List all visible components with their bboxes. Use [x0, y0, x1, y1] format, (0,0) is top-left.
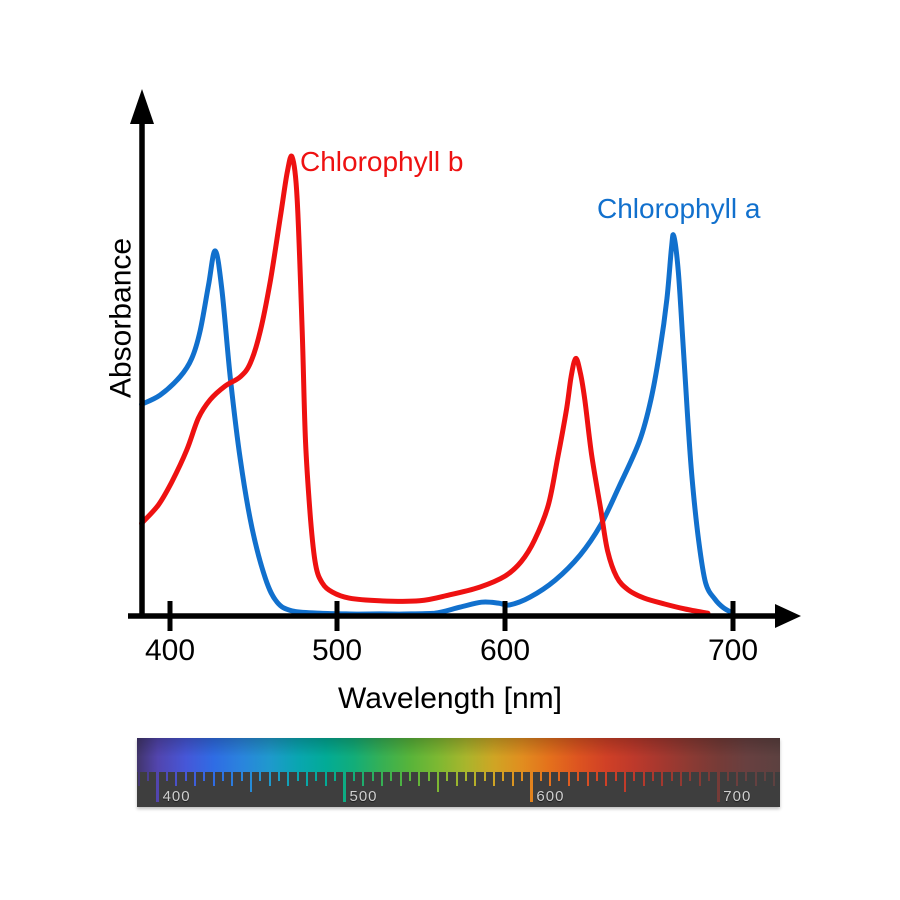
ruler-tick: [371, 772, 374, 781]
spectrum-gradient: [137, 738, 780, 772]
ruler-tick: [436, 772, 439, 792]
ruler-tick: [605, 772, 608, 786]
ruler-tick: [558, 772, 561, 781]
ruler-tick: [614, 772, 617, 781]
ruler-tick: [380, 772, 383, 786]
ruler-tick: [287, 772, 290, 786]
ruler-tick: [334, 772, 337, 781]
ruler-tick: [577, 772, 580, 781]
ruler-tick: [362, 772, 365, 786]
ruler-tick: [549, 772, 552, 786]
ruler-tick: [736, 772, 738, 786]
ruler-tick: [708, 772, 710, 781]
ruler-label: 400: [162, 788, 191, 805]
ruler-tick: [137, 772, 140, 786]
ruler-tick: [651, 772, 654, 781]
ruler-tick: [586, 772, 589, 786]
ruler-tick: [455, 772, 458, 786]
y-axis-arrowhead: [130, 89, 154, 124]
ruler-tick: [698, 772, 701, 786]
ruler-label: 500: [349, 788, 378, 805]
ruler-tick: [502, 772, 505, 781]
ruler-tick: [250, 772, 252, 792]
ruler-tick: [764, 772, 766, 781]
ruler-tick: [623, 772, 626, 792]
ruler-tick: [493, 772, 495, 786]
ruler-label: 700: [723, 788, 752, 805]
ruler-tick: [661, 772, 664, 786]
x-tick-label-600: 600: [480, 634, 530, 667]
ruler-tick: [408, 772, 411, 781]
spectrum-gradient-shade: [137, 738, 780, 772]
ruler-tick: [483, 772, 486, 781]
ruler-major-tick: [156, 772, 160, 802]
ruler-label: 600: [536, 788, 565, 805]
ruler-tick: [689, 772, 692, 781]
ruler-tick: [465, 772, 467, 781]
ruler-tick: [231, 772, 234, 786]
ruler-tick: [193, 772, 196, 786]
ruler-tick: [642, 772, 645, 786]
spectrum-bar: 400 500 600 700: [137, 738, 780, 807]
ruler-tick: [399, 772, 402, 786]
ruler-tick: [670, 772, 673, 781]
ruler-tick: [567, 772, 570, 786]
ruler-tick: [175, 772, 178, 786]
x-tick-label-400: 400: [145, 634, 195, 667]
chlorophyll-a-curve: [139, 232, 736, 617]
x-axis-arrowhead: [775, 604, 801, 628]
ruler-tick: [147, 772, 150, 781]
ruler-tick: [773, 772, 776, 786]
ruler-tick: [418, 772, 421, 786]
ruler-tick: [222, 772, 224, 781]
ruler-tick: [539, 772, 542, 781]
ruler-major-tick: [529, 772, 533, 802]
ruler-tick: [324, 772, 327, 786]
x-axis-title: Wavelength [nm]: [338, 682, 562, 715]
ruler-tick: [268, 772, 271, 786]
ruler-major-tick: [343, 772, 346, 802]
ruler-tick: [352, 772, 355, 781]
ruler-tick: [521, 772, 524, 781]
ruler-tick: [165, 772, 168, 781]
ruler-tick: [240, 772, 243, 781]
ruler-tick: [595, 772, 598, 781]
ruler-major-tick: [716, 772, 720, 802]
absorbance-chart: 400 500 600 700 Wavelength [nm] Absorban…: [105, 89, 801, 715]
ruler-tick: [511, 772, 514, 786]
ruler-tick: [184, 772, 187, 781]
ruler-tick: [679, 772, 682, 786]
ruler-tick: [427, 772, 430, 781]
ruler-tick: [212, 772, 215, 786]
ruler-tick: [633, 772, 636, 781]
ruler-tick: [390, 772, 393, 781]
ruler-tick: [306, 772, 309, 786]
x-tick-label-500: 500: [312, 634, 362, 667]
chlorophyll-b-label: Chlorophyll b: [300, 146, 463, 177]
ruler-tick: [754, 772, 757, 786]
chlorophyll-b-curve: [139, 153, 711, 616]
ruler-tick: [726, 772, 729, 781]
ruler-tick: [259, 772, 262, 781]
ruler-tick: [278, 772, 281, 781]
x-tick-label-700: 700: [708, 634, 758, 667]
ruler-tick: [203, 772, 206, 781]
ruler-tick: [474, 772, 477, 786]
ruler-tick: [315, 772, 318, 781]
chlorophyll-a-label: Chlorophyll a: [597, 193, 761, 224]
ruler-tick: [296, 772, 299, 781]
ruler-tick: [446, 772, 449, 781]
ruler-tick: [745, 772, 748, 781]
y-axis-title: Absorbance: [105, 238, 138, 398]
